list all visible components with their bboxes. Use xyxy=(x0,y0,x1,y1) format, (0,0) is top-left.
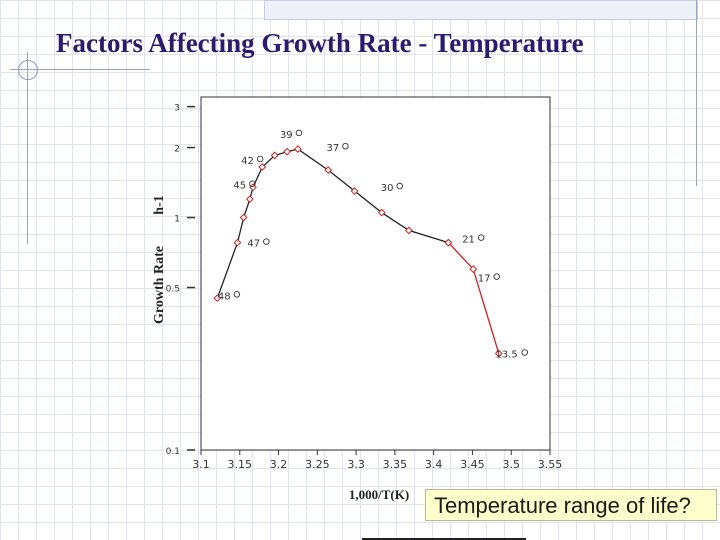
y-tick-label: 0.5 xyxy=(166,285,180,295)
data-point-marker xyxy=(404,226,413,235)
degree-circle-icon xyxy=(249,180,256,187)
decorative-horizontal-rule xyxy=(10,69,150,70)
chart-series xyxy=(213,145,503,358)
temperature-label: 48 xyxy=(218,291,231,302)
degree-circle-icon xyxy=(396,182,403,190)
y-tick-label: 1 xyxy=(174,215,180,225)
degree-circle-icon xyxy=(342,142,349,150)
data-point-marker xyxy=(494,349,503,358)
data-point-marker xyxy=(258,163,267,171)
x-tick-label: 3.55 xyxy=(538,458,563,471)
data-point-marker xyxy=(469,265,478,274)
data-point-marker xyxy=(294,145,302,153)
x-tick-label: 3.45 xyxy=(460,458,485,471)
bottom-underline xyxy=(362,538,526,540)
temperature-label: 21 xyxy=(462,235,475,246)
decorative-top-bar xyxy=(264,0,698,20)
data-point-marker xyxy=(213,294,222,303)
data-point-marker xyxy=(377,208,386,217)
x-tick-label: 3.35 xyxy=(383,458,408,471)
data-point-marker xyxy=(350,187,359,195)
degree-circle-icon xyxy=(295,129,303,137)
x-tick-label: 3.2 xyxy=(270,458,288,471)
temperature-label: 17 xyxy=(478,274,491,285)
temperature-label: 47 xyxy=(247,239,260,250)
y-axis-unit: h-1 xyxy=(152,195,167,214)
degree-circle-icon xyxy=(493,273,500,280)
degree-circle-icon xyxy=(233,291,241,298)
degree-circle-icon xyxy=(521,349,529,356)
y-tick-label: 0.1 xyxy=(166,447,180,457)
temperature-label: 39 xyxy=(280,130,293,141)
temperature-label: 45 xyxy=(233,181,246,192)
decorative-circle xyxy=(18,60,38,80)
x-axis-title: 1,000/T(K) xyxy=(349,487,409,502)
y-tick-label: 3 xyxy=(174,104,180,114)
data-point-marker xyxy=(239,213,248,222)
temperature-label: 42 xyxy=(241,156,254,167)
x-tick-label: 3.4 xyxy=(425,458,443,471)
data-point-marker xyxy=(444,238,453,247)
decorative-vertical-rule xyxy=(27,52,28,244)
plot-background xyxy=(201,97,550,450)
chart-annotations: 39 37 42 45 30 47 21 17 48 13.5 xyxy=(218,129,529,360)
degree-circle-icon xyxy=(263,238,270,245)
x-tick-label: 3.5 xyxy=(502,458,520,471)
x-tick-label: 3.25 xyxy=(305,458,330,471)
y-axis-title-group: Growth Rate h-1 xyxy=(152,195,167,324)
chart-axes: 3.1 3.15 3.2 3.25 3.3 3.35 3.4 3.45 3.5 3.55 0.1 0.… xyxy=(166,96,563,471)
degree-circle-icon xyxy=(256,155,264,163)
x-tick-label: 3.1 xyxy=(192,458,210,471)
temperature-label: 13.5 xyxy=(495,349,517,360)
data-point-marker xyxy=(283,147,291,156)
x-tick-label: 3.15 xyxy=(228,458,253,471)
temperature-label: 37 xyxy=(326,143,339,154)
data-point-marker xyxy=(270,151,279,160)
plot-frame xyxy=(200,96,551,451)
degree-circle-icon xyxy=(477,234,485,241)
data-point-marker xyxy=(233,238,242,247)
temperature-label: 30 xyxy=(381,183,394,194)
decorative-right-rule xyxy=(696,0,697,186)
y-tick-label: 2 xyxy=(174,145,180,155)
x-tick-label: 3.3 xyxy=(347,458,365,471)
data-point-marker xyxy=(324,166,333,174)
y-axis-title: Growth Rate xyxy=(152,246,167,324)
data-point-marker xyxy=(245,195,254,204)
callout-box: Temperature range of life? xyxy=(425,489,717,521)
slide-title: Factors Affecting Growth Rate - Temperat… xyxy=(56,28,584,58)
series-line-1 xyxy=(216,148,449,299)
